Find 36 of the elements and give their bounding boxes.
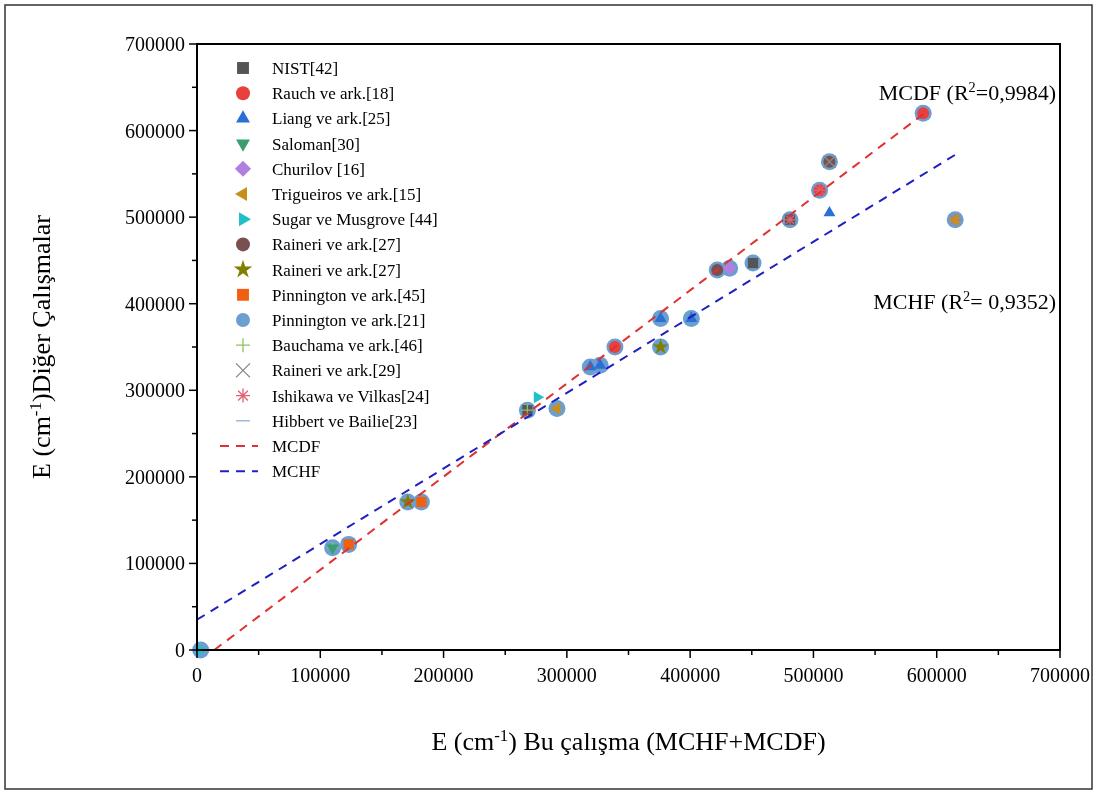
x-axis-title: E (cm$^{-1}$) Bu çalışma (MCHF+MCDF) [431, 725, 826, 756]
x-tick-label: 700000 [1030, 664, 1090, 686]
legend-label: Sugar ve Musgrove [44] [272, 210, 438, 230]
legend-label: Pinnington ve ark.[45] [272, 285, 426, 305]
legend-label: Raineri ve ark.[27] [272, 235, 401, 255]
legend-label: MCHF [272, 462, 321, 482]
legend-label: NIST[42] [272, 59, 339, 78]
legend-label: Liang ve ark.[25] [272, 109, 391, 129]
legend-label: MCDF [272, 437, 321, 456]
legend-label: Rauch ve ark.[18] [272, 84, 395, 104]
legend-label: Trigueiros ve ark.[15] [272, 185, 422, 204]
legend-label: Raineri ve ark.[27] [272, 260, 401, 280]
legend-label: Churilov [16] [272, 159, 366, 179]
x-tick-label: 300000 [536, 664, 597, 686]
legend-label: Ishikawa ve Vilkas[24] [272, 386, 430, 406]
y-tick-label: 0 [175, 639, 185, 661]
y-tick-label: 600000 [125, 119, 185, 142]
legend-label: Pinnington ve ark.[21] [272, 311, 426, 330]
x-tick-label: 600000 [906, 664, 967, 686]
y-tick-label: 300000 [125, 379, 185, 402]
x-tick-label: 500000 [783, 664, 844, 686]
y-tick-label: 500000 [125, 206, 185, 229]
y-tick-label: 200000 [125, 465, 185, 488]
y-tick-label: 100000 [125, 552, 185, 575]
legend-label: Saloman[30] [272, 134, 360, 154]
x-tick-label: 0 [192, 664, 202, 686]
y-tick-label: 400000 [125, 292, 185, 315]
annotation: MCDF (R$^{2}$=0,9984) [878, 79, 1056, 105]
y-tick-label: 700000 [125, 33, 185, 55]
legend-label: Hibbert ve Bailie[23] [272, 411, 418, 431]
legend-label: Bauchama ve ark.[46] [272, 336, 423, 356]
annotation: MCHF (R$^{2}$= 0,9352) [873, 288, 1056, 314]
x-tick-label: 400000 [660, 664, 721, 686]
x-tick-label: 100000 [290, 664, 351, 686]
x-tick-label: 200000 [413, 664, 474, 686]
legend-label: Raineri ve ark.[29] [272, 361, 401, 381]
